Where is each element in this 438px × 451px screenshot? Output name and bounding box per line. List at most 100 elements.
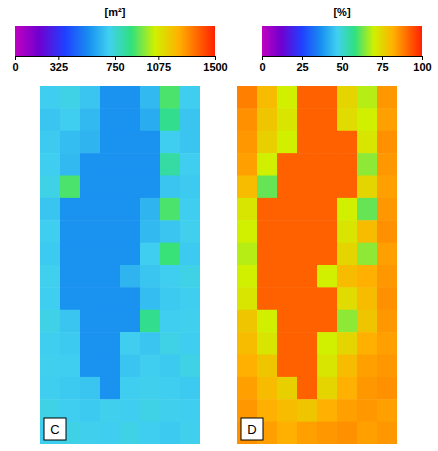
cell [80,131,101,154]
cell [100,243,121,266]
cell [80,108,101,131]
tick: 0 [12,56,18,73]
tick-mark [215,56,216,60]
cell [180,131,200,154]
cell [60,287,81,310]
cell [140,332,161,355]
cell [180,243,200,266]
cell [80,377,101,400]
cell [160,220,181,243]
cell [357,355,378,378]
map-cells [237,86,397,444]
cell [160,265,181,288]
cell [180,153,200,176]
cell [40,265,61,288]
cell [357,220,378,243]
cell [297,131,318,154]
cell [357,86,378,109]
colorbar-label: [%] [333,6,350,18]
cell [277,198,298,221]
cell [120,377,141,400]
cell [80,310,101,333]
cell [40,422,61,444]
cell [237,176,258,199]
cell [180,399,200,422]
cell [100,355,121,378]
colorbar-axis: 032575010751500 [12,56,227,73]
cell [377,198,397,221]
cell [120,265,141,288]
cell [100,287,121,310]
cell [40,198,61,221]
cell [180,332,200,355]
cell [40,355,61,378]
cell [140,131,161,154]
axis-line [16,57,216,61]
tick: 50 [336,56,348,73]
tick-label: 325 [50,61,68,73]
cell [277,377,298,400]
cell [297,86,318,109]
cell [140,243,161,266]
tick: 25 [296,56,308,73]
cell [337,265,358,288]
cell [337,332,358,355]
cell [60,377,81,400]
cell [80,265,101,288]
colorbar [262,26,422,56]
tick-label: 1500 [203,61,227,73]
cell [377,243,397,266]
cell [80,243,101,266]
cell [337,131,358,154]
cell [160,332,181,355]
axis-line [263,57,423,61]
cell [40,220,61,243]
cell [277,86,298,109]
cell [100,332,121,355]
tick-mark [115,56,116,60]
panel: [m²]032575010751500C [12,6,227,445]
cell [80,355,101,378]
cell [337,108,358,131]
cell [257,243,278,266]
cell [80,176,101,199]
cell [120,399,141,422]
cell [100,86,121,109]
cell [297,377,318,400]
cell [257,198,278,221]
cell [100,198,121,221]
cell [120,332,141,355]
cell [377,176,397,199]
cell [297,220,318,243]
cell [180,198,200,221]
cell [180,310,200,333]
cell [60,332,81,355]
panel-letter: D [247,422,256,437]
cell [80,198,101,221]
cell [317,153,338,176]
cell [40,176,61,199]
cell [297,355,318,378]
cell [277,108,298,131]
tick-label: 100 [413,61,431,73]
cell [297,310,318,333]
cell [317,332,338,355]
cell [357,108,378,131]
tick-mark [262,56,263,60]
cell [100,377,121,400]
cell [180,108,200,131]
cell [160,108,181,131]
cell [160,399,181,422]
cell [337,198,358,221]
cell [120,108,141,131]
cell [297,287,318,310]
cell [357,153,378,176]
cell [60,108,81,131]
cell [317,377,338,400]
cell [337,243,358,266]
tick: 100 [413,56,431,73]
tick-mark [342,56,343,60]
cell [357,131,378,154]
cell [377,377,397,400]
tick-label: 50 [336,61,348,73]
